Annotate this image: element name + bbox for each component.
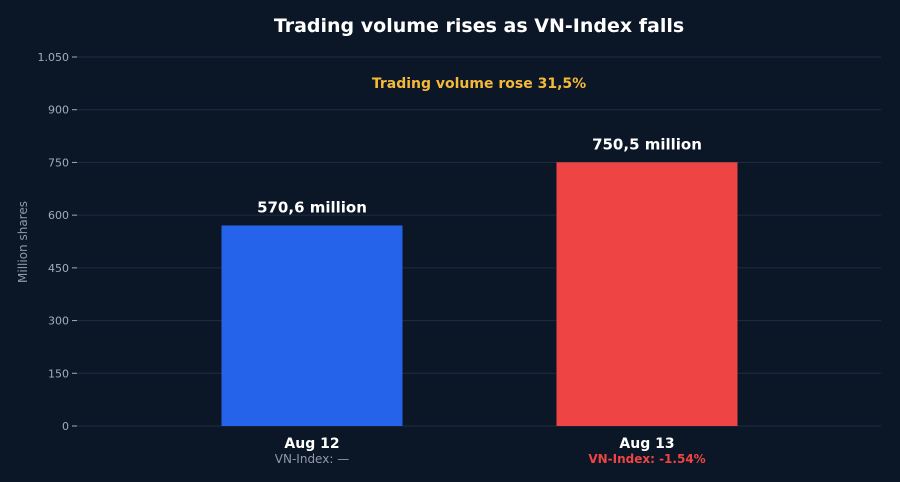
y-axis-ticks: 0 150 300 450 600 750 900 1.050 — [38, 51, 77, 433]
y-tick-label: 300 — [48, 315, 69, 328]
bar-value-label: 750,5 million — [592, 135, 702, 153]
y-tick-label: 450 — [48, 262, 69, 275]
annotation-volume-change: Trading volume rose 31,5% — [372, 76, 586, 92]
x-category-label: Aug 13 — [619, 436, 674, 452]
y-tick-label: 150 — [48, 367, 69, 380]
chart-title: Trading volume rises as VN-Index falls — [274, 15, 684, 37]
y-tick-label: 750 — [48, 156, 69, 169]
bars: 570,6 million 750,5 million — [221, 135, 738, 426]
y-axis-title: Million shares — [16, 201, 30, 283]
gridlines — [77, 56, 881, 427]
y-tick-label: 1.050 — [38, 51, 70, 64]
bar-value-label: 570,6 million — [257, 198, 367, 216]
vn-index-change-label: VN-Index: -1.54% — [588, 452, 705, 466]
bar-aug-12 — [221, 225, 403, 426]
y-tick-label: 600 — [48, 209, 69, 222]
x-category-label: Aug 12 — [284, 436, 339, 452]
bar-aug-13 — [556, 162, 738, 426]
vn-index-change-label: VN-Index: — — [275, 452, 349, 466]
y-tick-label: 0 — [62, 420, 69, 433]
y-tick-label: 900 — [48, 104, 69, 117]
